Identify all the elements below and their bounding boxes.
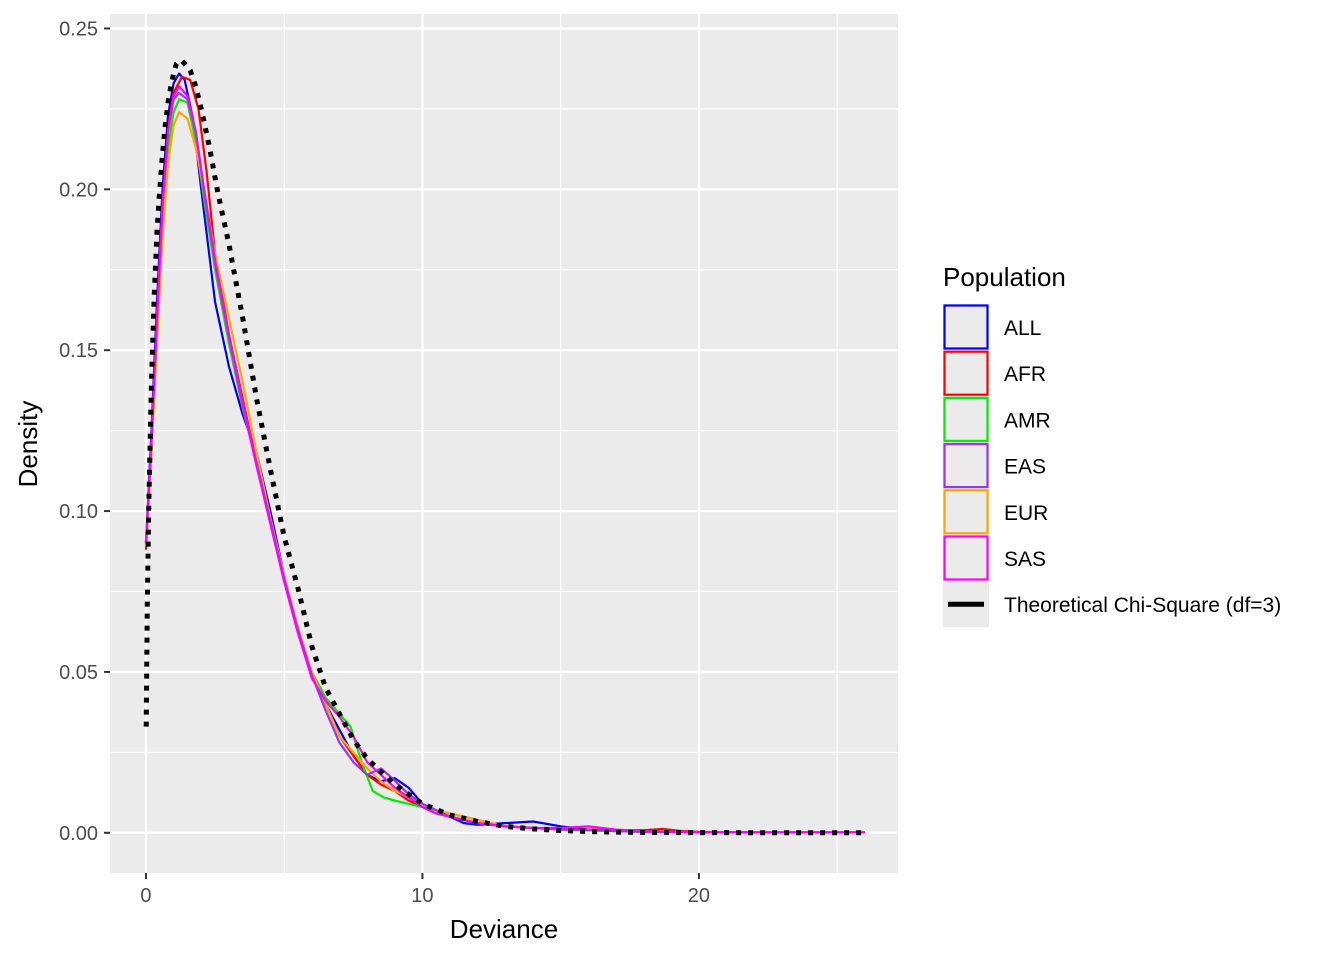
legend-key-box <box>943 350 989 396</box>
x-tick-label: 0 <box>140 885 151 907</box>
legend-label: EUR <box>1004 502 1048 525</box>
legend-key-background <box>943 535 989 581</box>
legend-label: SAS <box>1004 548 1046 571</box>
series-line-eas <box>144 91 865 834</box>
y-axis-title: Density <box>13 401 43 488</box>
legend-key-box <box>943 535 989 581</box>
legend-key-box <box>943 489 989 535</box>
legend-label: AFR <box>1004 363 1046 386</box>
legend-key-background <box>943 350 989 397</box>
legend-key-background <box>943 304 989 350</box>
x-axis-title: Deviance <box>450 914 558 944</box>
legend-key-background <box>943 442 989 489</box>
legend-key-box <box>943 304 989 350</box>
legend-item-all: ALL <box>943 304 1041 350</box>
legend-item-amr: AMR <box>943 396 1051 443</box>
series-line-theoretical-chi-square-df-3 <box>143 58 865 836</box>
x-tick-label: 20 <box>688 885 710 907</box>
y-tick-label: 0.15 <box>59 340 98 362</box>
legend-label: EAS <box>1004 456 1046 479</box>
y-tick-label: 0.00 <box>59 823 98 845</box>
legend: Population ALL AFR AMR EAS EUR SAS Theoretical… <box>943 262 1281 628</box>
legend-title: Population <box>943 262 1066 292</box>
y-tick-label: 0.20 <box>59 179 98 201</box>
legend-key-background <box>943 396 989 443</box>
minor-gridlines <box>110 14 898 873</box>
legend-label: ALL <box>1004 317 1041 340</box>
legend-item-afr: AFR <box>943 350 1046 397</box>
plot-panel <box>110 14 898 873</box>
major-gridlines <box>110 14 898 873</box>
legend-item-eur: EUR <box>943 488 1048 535</box>
series-layer <box>143 58 865 836</box>
x-axis: 0 10 20 <box>140 873 710 907</box>
y-tick-label: 0.05 <box>59 662 98 684</box>
legend-key-box <box>943 396 989 442</box>
y-tick-label: 0.10 <box>59 501 98 523</box>
legend-key-box <box>943 443 989 489</box>
x-tick-label: 10 <box>411 885 433 907</box>
legend-item-sas: SAS <box>943 535 1046 581</box>
y-tick-label: 0.25 <box>59 18 98 40</box>
legend-item-eas: EAS <box>943 442 1046 489</box>
legend-label: Theoretical Chi-Square (df=3) <box>1004 594 1281 617</box>
y-axis: 0.00 0.05 0.10 0.15 0.20 0.25 <box>59 18 110 845</box>
legend-label: AMR <box>1004 409 1051 432</box>
series-line-sas <box>144 85 865 834</box>
legend-item-theoretical-chi-square-df-3: Theoretical Chi-Square (df=3) <box>943 581 1281 628</box>
legend-key-background <box>943 488 989 535</box>
